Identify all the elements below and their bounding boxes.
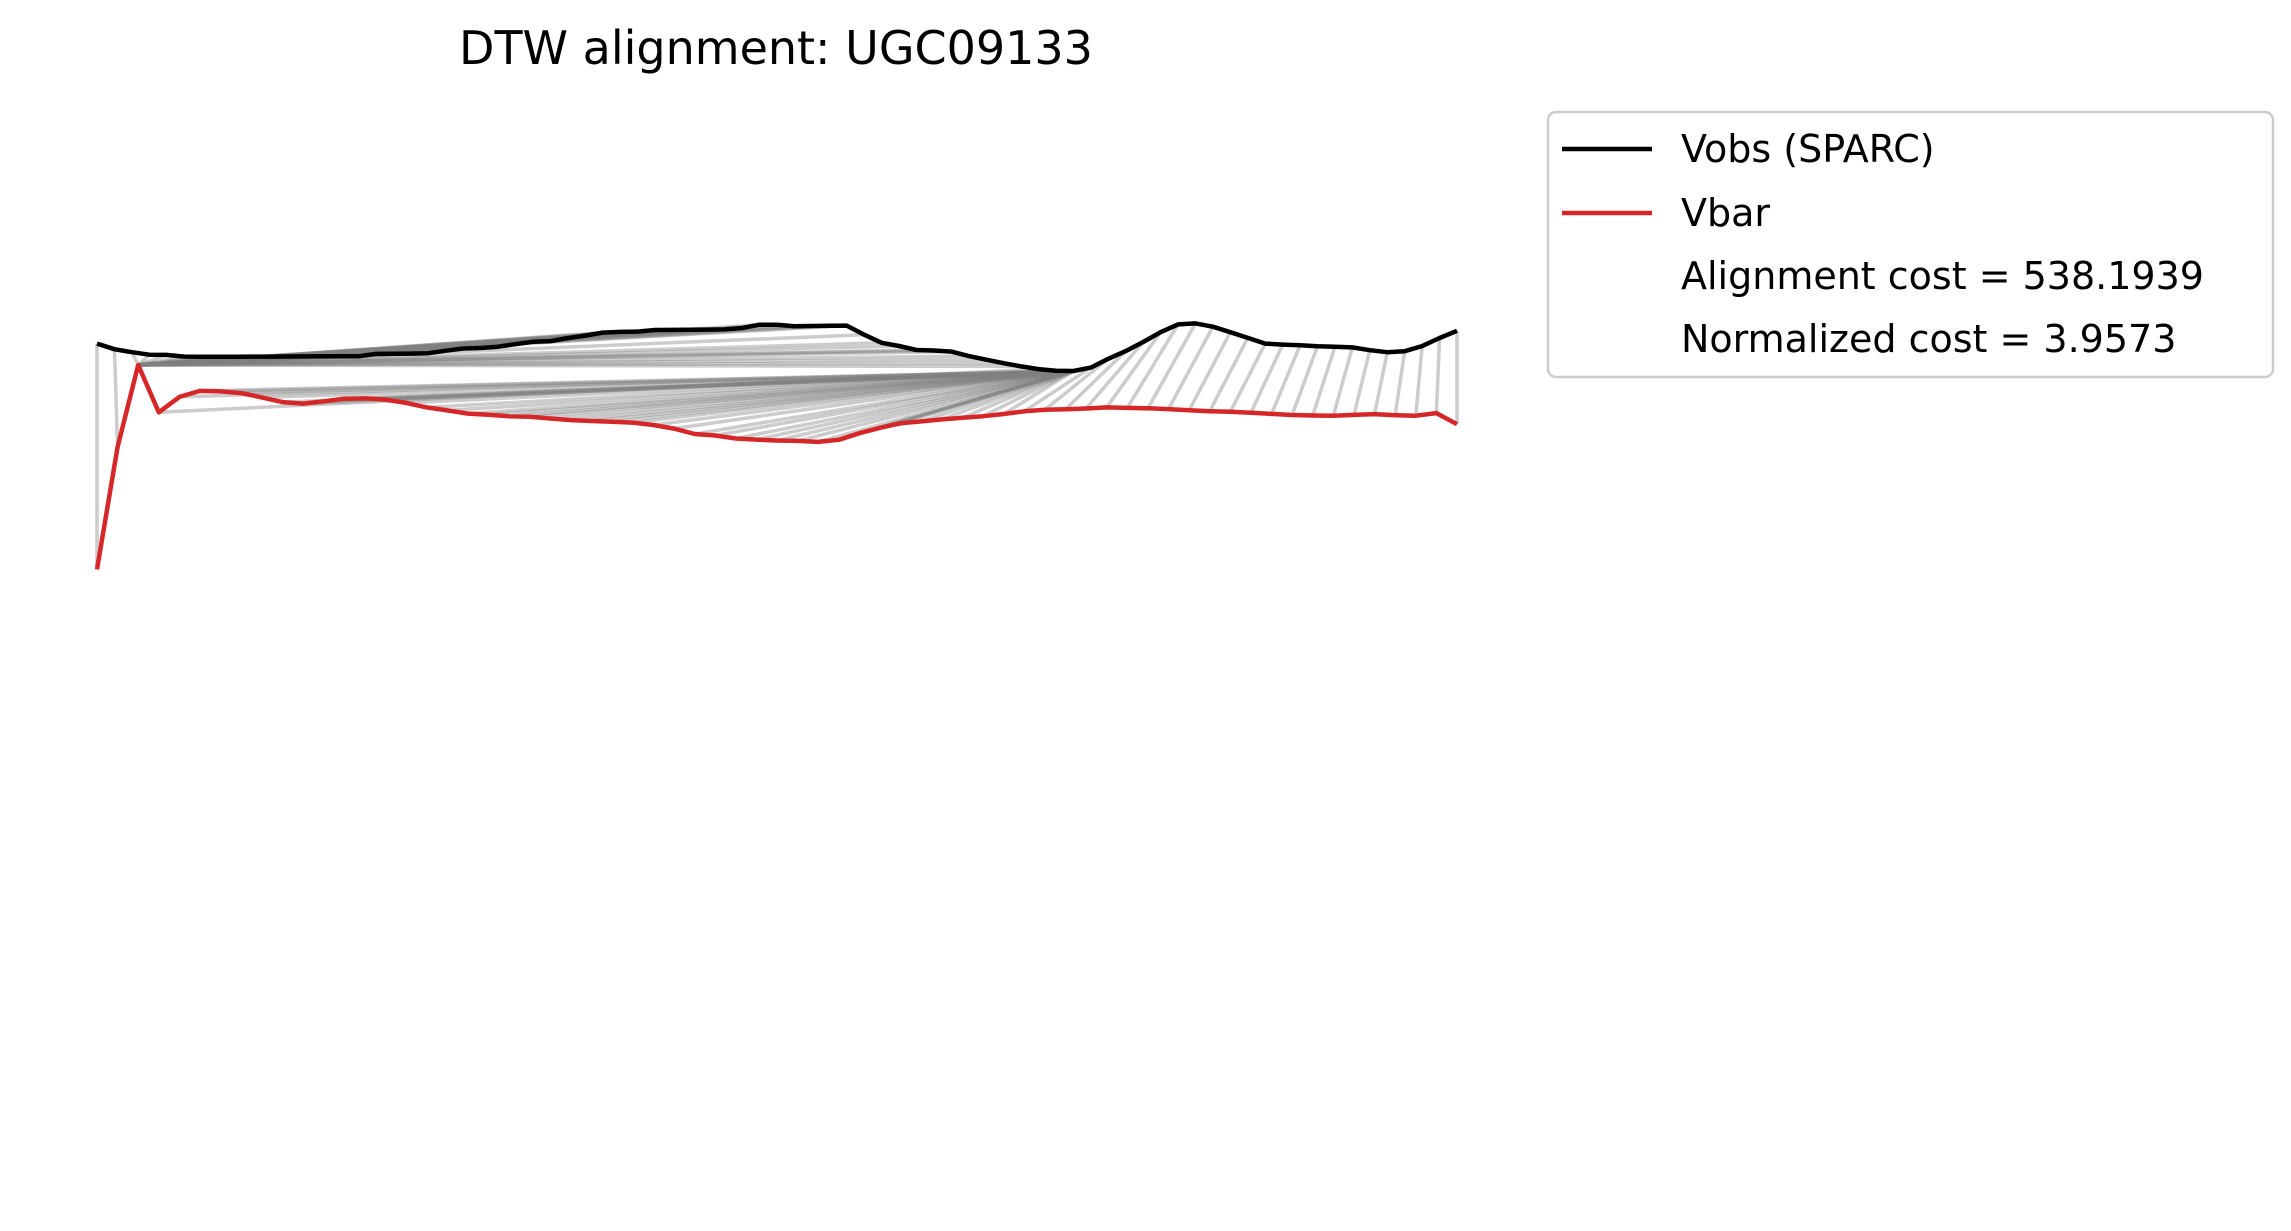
- alignment-line-84: [776, 369, 1074, 443]
- alignment-line-1: [112, 349, 120, 447]
- alignment-line-79: [673, 369, 1074, 431]
- alignment-line-105: [1208, 337, 1250, 413]
- alignment-line-98: [1064, 349, 1127, 411]
- alignment-line-57: [220, 369, 1074, 394]
- alignment-line-61: [302, 369, 1074, 406]
- alignment-line-69: [467, 369, 1074, 416]
- alignment-line-65: [385, 369, 1074, 402]
- alignment-line-47: [138, 348, 917, 367]
- alignment-line-85: [797, 369, 1074, 443]
- alignment-line-31: [138, 329, 638, 367]
- alignment-line-25: [138, 340, 534, 367]
- alignment-line-92: [941, 369, 1075, 422]
- alignment-line-107: [1249, 343, 1285, 414]
- alignment-line-94: [982, 369, 1075, 418]
- alignment-line-44: [138, 332, 865, 367]
- alignment-line-71: [508, 369, 1074, 419]
- alignment-line-112: [1352, 349, 1372, 416]
- alignment-line-35: [138, 327, 708, 367]
- alignment-line-76: [611, 369, 1074, 424]
- alignment-line-66: [406, 369, 1074, 405]
- legend-frame: [1546, 110, 2275, 379]
- alignment-line-80: [694, 369, 1074, 436]
- alignment-line-49: [138, 349, 952, 367]
- alignment-line-113: [1372, 351, 1389, 415]
- alignment-line-101: [1125, 323, 1180, 409]
- alignment-line-111: [1331, 346, 1355, 417]
- alignment-line-70: [488, 369, 1074, 417]
- alignment-line-29: [138, 330, 603, 367]
- alignment-line-30: [138, 330, 621, 367]
- alignment-line-99: [1084, 340, 1145, 410]
- alignment-line-28: [138, 333, 586, 367]
- alignment-line-52: [138, 361, 1004, 367]
- alignment-line-93: [961, 369, 1075, 420]
- alignment-line-86: [817, 369, 1074, 444]
- alignment-line-75: [591, 369, 1074, 423]
- alignment-line-116: [1434, 337, 1442, 414]
- legend-label-normalized-cost: Normalized cost = 3.9573: [1681, 317, 2176, 361]
- alignment-line-62: [323, 369, 1074, 404]
- alignment-line-56: [199, 369, 1074, 393]
- alignment-line-46: [138, 344, 900, 367]
- alignment-line-68: [447, 369, 1074, 413]
- alignment-line-102: [1146, 322, 1197, 410]
- alignment-line-96: [1023, 366, 1092, 413]
- alignment-line-91: [920, 369, 1074, 424]
- alignment-line-36: [138, 327, 725, 367]
- legend-label-vobs: Vobs (SPARC): [1681, 127, 1935, 171]
- alignment-line-55: [179, 368, 1057, 399]
- alignment-line-100: [1105, 331, 1163, 409]
- alignment-line-67: [426, 369, 1074, 410]
- alignment-line-89: [879, 369, 1074, 430]
- alignment-line-64: [364, 369, 1074, 401]
- alignment-line-108: [1269, 344, 1302, 415]
- alignment-line-60: [282, 369, 1074, 404]
- alignment-line-95: [1002, 369, 1075, 416]
- alignment-line-45: [138, 341, 882, 367]
- alignment-line-51: [138, 357, 987, 367]
- alignment-line-82: [735, 369, 1074, 441]
- alignment-line-73: [550, 369, 1074, 421]
- series-lines: [94, 321, 1459, 570]
- alignment-line-26: [138, 339, 551, 367]
- alignment-line-90: [900, 369, 1074, 425]
- alignment-line-115: [1414, 345, 1424, 416]
- alignment-line-110: [1311, 346, 1337, 417]
- alignment-line-78: [653, 369, 1074, 427]
- alignment-line-74: [570, 369, 1074, 422]
- alignment-line-81: [714, 369, 1074, 438]
- chart-legend: Vobs (SPARC) Vbar Alignment cost = 538.1…: [1546, 110, 2275, 379]
- alignment-line-72: [529, 369, 1074, 419]
- alignment-line-104: [1187, 331, 1232, 412]
- alignment-line-97: [1043, 357, 1110, 412]
- alignment-line-77: [632, 369, 1074, 425]
- alignment-line-106: [1228, 342, 1267, 413]
- alignment-line-27: [138, 336, 568, 367]
- alignment-line-59: [261, 369, 1074, 400]
- legend-label-alignment-cost: Alignment cost = 538.1939: [1681, 254, 2204, 298]
- alignment-line-63: [344, 369, 1074, 401]
- alignment-line-53: [138, 363, 1022, 369]
- alignment-line-114: [1393, 350, 1407, 416]
- legend-label-vbar: Vbar: [1681, 191, 1770, 235]
- alignment-line-83: [756, 369, 1074, 442]
- alignment-line-48: [138, 348, 934, 367]
- chart-title: DTW alignment: UGC09133: [459, 21, 1093, 75]
- alignment-line-109: [1290, 345, 1320, 416]
- alignment-line-103: [1166, 325, 1215, 410]
- alignment-line-58: [241, 369, 1074, 395]
- alignment-line-50: [138, 354, 969, 367]
- series-line-vbar: [94, 362, 1459, 570]
- series-line-vobs: [96, 321, 1458, 374]
